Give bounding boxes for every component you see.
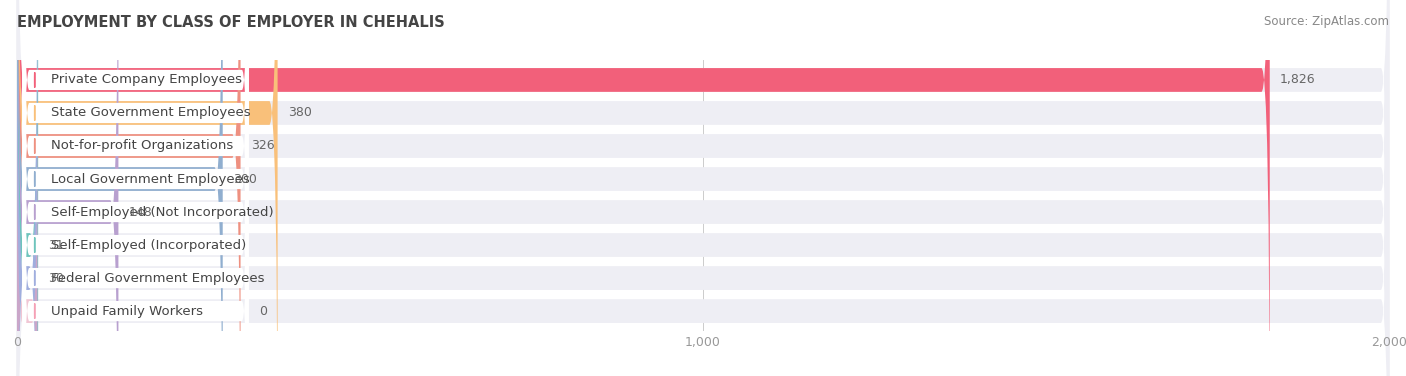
FancyBboxPatch shape	[17, 0, 1389, 376]
Text: Self-Employed (Incorporated): Self-Employed (Incorporated)	[51, 238, 246, 252]
Text: 300: 300	[233, 173, 257, 185]
Text: Self-Employed (Not Incorporated): Self-Employed (Not Incorporated)	[51, 206, 274, 218]
FancyBboxPatch shape	[22, 0, 249, 376]
FancyBboxPatch shape	[17, 0, 240, 376]
FancyBboxPatch shape	[22, 0, 249, 376]
FancyBboxPatch shape	[22, 0, 249, 376]
FancyBboxPatch shape	[22, 0, 249, 376]
Text: 326: 326	[250, 139, 274, 153]
FancyBboxPatch shape	[17, 0, 1389, 376]
Text: State Government Employees: State Government Employees	[51, 106, 250, 120]
FancyBboxPatch shape	[17, 0, 1389, 376]
Text: Federal Government Employees: Federal Government Employees	[51, 271, 264, 285]
FancyBboxPatch shape	[22, 0, 249, 376]
FancyBboxPatch shape	[17, 0, 277, 376]
FancyBboxPatch shape	[17, 0, 1389, 376]
FancyBboxPatch shape	[17, 0, 38, 376]
FancyBboxPatch shape	[17, 0, 118, 376]
FancyBboxPatch shape	[22, 0, 249, 376]
FancyBboxPatch shape	[17, 59, 38, 376]
FancyBboxPatch shape	[17, 0, 222, 376]
Text: 380: 380	[288, 106, 312, 120]
Text: Source: ZipAtlas.com: Source: ZipAtlas.com	[1264, 15, 1389, 28]
FancyBboxPatch shape	[17, 0, 1389, 376]
Text: Not-for-profit Organizations: Not-for-profit Organizations	[51, 139, 233, 153]
Text: EMPLOYMENT BY CLASS OF EMPLOYER IN CHEHALIS: EMPLOYMENT BY CLASS OF EMPLOYER IN CHEHA…	[17, 15, 444, 30]
FancyBboxPatch shape	[17, 0, 38, 376]
FancyBboxPatch shape	[17, 0, 1389, 376]
Text: 0: 0	[259, 305, 267, 318]
Text: 30: 30	[48, 271, 63, 285]
FancyBboxPatch shape	[22, 0, 249, 376]
Text: 148: 148	[129, 206, 152, 218]
FancyBboxPatch shape	[17, 0, 1270, 376]
FancyBboxPatch shape	[17, 0, 1389, 376]
Text: Private Company Employees: Private Company Employees	[51, 73, 242, 86]
Text: 31: 31	[48, 238, 65, 252]
Text: Local Government Employees: Local Government Employees	[51, 173, 250, 185]
Text: Unpaid Family Workers: Unpaid Family Workers	[51, 305, 204, 318]
FancyBboxPatch shape	[17, 0, 1389, 376]
Text: 1,826: 1,826	[1279, 73, 1316, 86]
FancyBboxPatch shape	[22, 0, 249, 376]
